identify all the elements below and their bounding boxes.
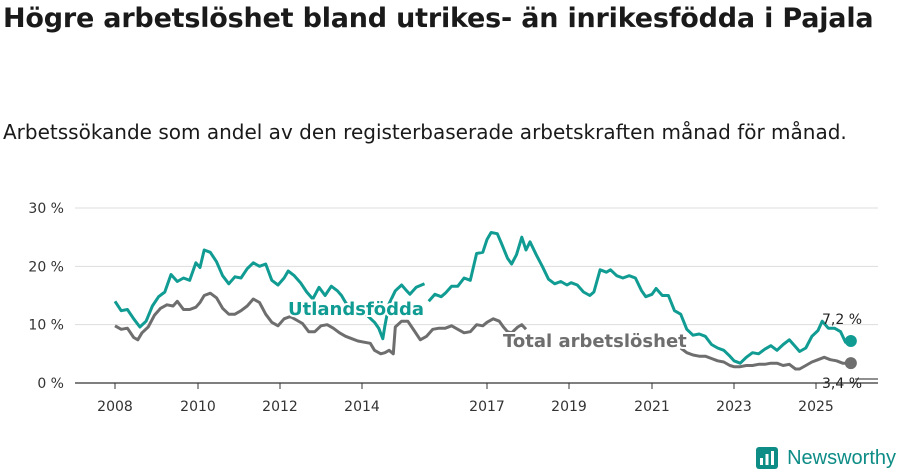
brand-name: Newsworthy bbox=[787, 446, 896, 469]
chart-title: Högre arbetslöshet bland utrikes- än inr… bbox=[3, 3, 874, 34]
x-tick-label: 2014 bbox=[344, 399, 380, 415]
x-tick-label: 2019 bbox=[551, 399, 587, 415]
y-tick-label: 10 % bbox=[28, 318, 64, 334]
x-tick-label: 2021 bbox=[634, 399, 670, 415]
newsworthy-icon bbox=[756, 447, 779, 469]
series-line-utlandsfodda bbox=[113, 231, 852, 365]
end-marker-total bbox=[844, 357, 857, 370]
y-tick-label: 30 % bbox=[28, 201, 64, 217]
series-label-utlandsfodda: Utlandsfödda bbox=[288, 299, 424, 320]
x-tick-label: 2017 bbox=[469, 399, 505, 415]
end-label-utlandsfodda: 7,2 % bbox=[822, 312, 862, 328]
x-tick-label: 2010 bbox=[180, 399, 216, 415]
series-label-total: Total arbetslöshet bbox=[503, 331, 687, 352]
x-tick-label: 2025 bbox=[798, 399, 834, 415]
y-tick-label: 0 % bbox=[37, 376, 64, 392]
x-tick-label: 2023 bbox=[716, 399, 752, 415]
chart-subtitle: Arbetssökande som andel av den registerb… bbox=[3, 120, 847, 144]
series-line-total bbox=[114, 291, 851, 371]
brand-logo[interactable]: Newsworthy bbox=[755, 446, 896, 470]
x-tick-label: 2012 bbox=[262, 399, 298, 415]
end-label-total: 3,4 % bbox=[822, 376, 862, 392]
x-tick-label: 2008 bbox=[97, 399, 133, 415]
y-tick-label: 20 % bbox=[28, 259, 64, 275]
end-marker-utlandsfodda bbox=[844, 335, 857, 347]
